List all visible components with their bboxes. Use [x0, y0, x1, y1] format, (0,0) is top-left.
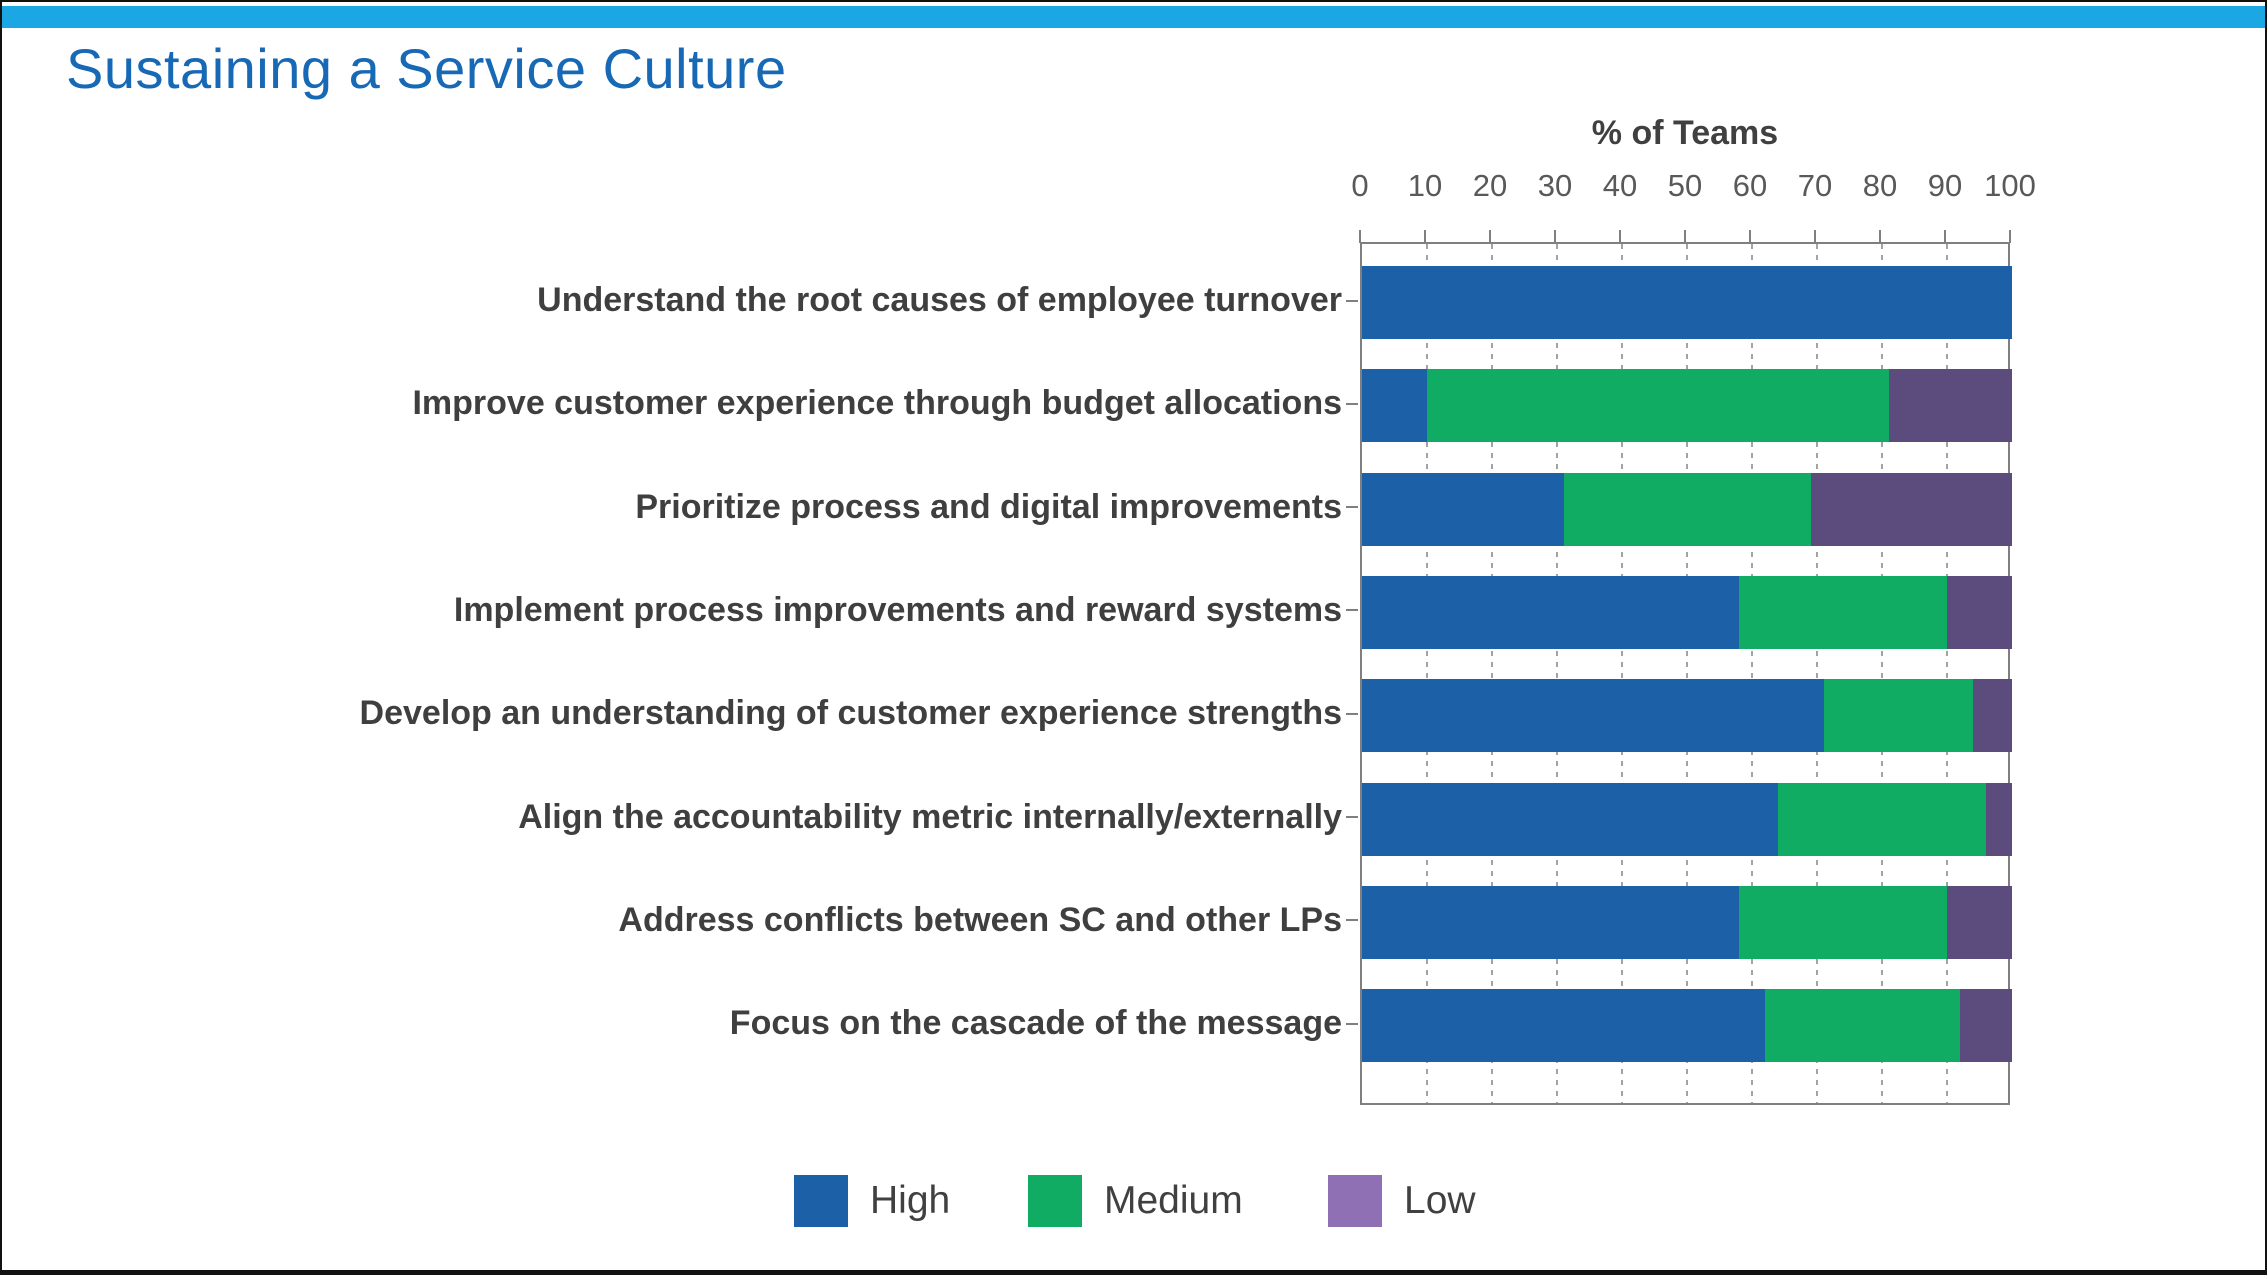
x-tick-mark — [1489, 230, 1491, 243]
bar-row — [1362, 575, 2012, 649]
bar-row — [1362, 885, 2012, 959]
bar-segment-high — [1362, 989, 1765, 1063]
gridline — [1491, 244, 1493, 1103]
bar-segment-medium — [1739, 575, 1947, 649]
category-label: Develop an understanding of customer exp… — [359, 694, 1342, 733]
legend-label: Low — [1404, 1179, 1476, 1222]
bar-segment-high — [1362, 782, 1778, 856]
x-tick-mark — [1879, 230, 1881, 243]
plot-area — [1360, 242, 2012, 1105]
category-label: Focus on the cascade of the message — [729, 1004, 1342, 1043]
legend: High Medium Low — [2, 1174, 2265, 1234]
bar-segment-medium — [1739, 885, 1947, 959]
category-label: Address conflicts between SC and other L… — [618, 900, 1342, 939]
x-tick-mark — [1684, 230, 1686, 243]
x-tick-label: 60 — [1732, 168, 1768, 203]
bar-segment-low — [1986, 782, 2012, 856]
y-tick-mark — [1346, 506, 1358, 509]
bar-segment-low — [1947, 575, 2012, 649]
x-tick-label: 40 — [1602, 168, 1638, 203]
x-tick-mark — [1554, 230, 1556, 243]
bar-segment-high — [1362, 885, 1739, 959]
x-tick-label: 0 — [1351, 168, 1369, 203]
x-tick-mark — [1619, 230, 1621, 243]
x-tick-label: 70 — [1797, 168, 1833, 203]
gridline — [1621, 244, 1623, 1103]
y-tick-mark — [1346, 299, 1358, 302]
x-axis-tick-labels: 0 10 20 30 40 50 60 70 80 90 100 — [1351, 168, 2035, 206]
chart: % of Teams 0 10 20 30 40 50 60 70 80 90 100 — [1351, 2, 2036, 1202]
gridline — [1881, 244, 1883, 1103]
x-tick-label: 10 — [1407, 168, 1443, 203]
legend-label: High — [870, 1179, 951, 1222]
x-axis-title: % of Teams — [1591, 114, 1779, 152]
legend-swatch-high — [794, 1175, 848, 1227]
x-tick-label: 90 — [1927, 168, 1963, 203]
bar-segment-low — [1888, 369, 2012, 443]
x-tick-label: 50 — [1667, 168, 1703, 203]
bar-row — [1362, 472, 2012, 546]
bar-segment-high — [1362, 679, 1824, 753]
x-tick-mark — [1944, 230, 1946, 243]
bar-segment-low — [1810, 472, 2012, 546]
bar-row — [1362, 679, 2012, 753]
bar-segment-medium — [1765, 989, 1960, 1063]
category-label: Improve customer experience through budg… — [412, 384, 1342, 423]
legend-label: Medium — [1104, 1179, 1243, 1222]
gridline — [1426, 244, 1428, 1103]
top-accent-bar — [2, 6, 2265, 28]
bar-row — [1362, 782, 2012, 856]
bar-segment-medium — [1823, 679, 1973, 753]
legend-swatch-low — [1328, 1175, 1382, 1227]
bar-segment-medium — [1427, 369, 1889, 443]
x-tick-mark — [1814, 230, 1816, 243]
bar-segment-low — [1960, 989, 2012, 1063]
y-tick-mark — [1346, 712, 1358, 715]
x-tick-mark — [1424, 230, 1426, 243]
bar-segment-high — [1362, 575, 1739, 649]
bar-segment-high — [1362, 472, 1564, 546]
y-tick-mark — [1346, 609, 1358, 612]
bar-segment-medium — [1778, 782, 1986, 856]
x-tick-mark — [1749, 230, 1751, 243]
y-tick-mark — [1346, 816, 1358, 818]
bar-row — [1362, 369, 2012, 443]
legend-item-high: High — [794, 1174, 950, 1228]
y-tick-mark — [1346, 402, 1358, 405]
category-label: Understand the root causes of employee t… — [537, 281, 1342, 319]
bar-row — [1362, 266, 2012, 339]
bar-segment-medium — [1563, 472, 1811, 546]
x-tick-label: 30 — [1537, 168, 1573, 203]
category-label: Prioritize process and digital improveme… — [635, 487, 1342, 526]
legend-item-low: Low — [1328, 1174, 1476, 1228]
y-tick-mark — [1346, 1022, 1358, 1025]
gridline — [1556, 244, 1558, 1103]
bar-segment-high — [1362, 369, 1427, 443]
x-tick-label: 20 — [1472, 168, 1508, 203]
category-label: Align the accountability metric internal… — [518, 797, 1342, 836]
x-tick-mark — [2009, 230, 2011, 243]
legend-swatch-medium — [1028, 1175, 1082, 1227]
gridline — [1816, 244, 1818, 1103]
bar-segment-high — [1362, 266, 2012, 339]
bar-segment-low — [1973, 679, 2012, 753]
bar-segment-low — [1947, 885, 2012, 959]
x-tick-label: 100 — [1984, 168, 2036, 203]
gridline — [1751, 244, 1753, 1103]
x-tick-mark — [1359, 230, 1361, 243]
gridline — [1946, 244, 1948, 1103]
bar-row — [1362, 989, 2012, 1063]
y-tick-mark — [1346, 919, 1358, 922]
legend-item-medium: Medium — [1028, 1174, 1243, 1228]
gridline — [1686, 244, 1688, 1103]
category-label: Implement process improvements and rewar… — [453, 590, 1342, 629]
page-title: Sustaining a Service Culture — [66, 37, 787, 100]
category-labels: Understand the root causes of employee t… — [42, 242, 1342, 1105]
x-tick-label: 80 — [1862, 168, 1898, 203]
